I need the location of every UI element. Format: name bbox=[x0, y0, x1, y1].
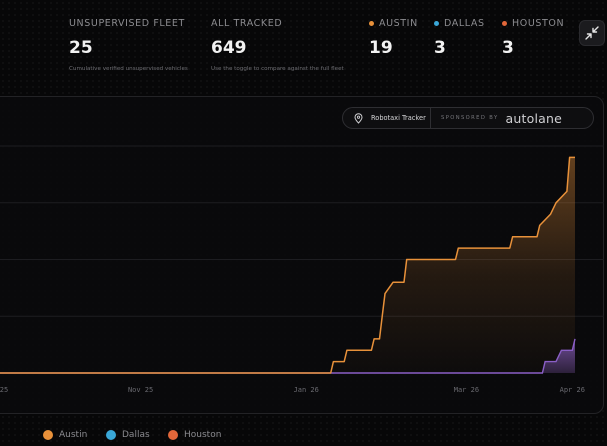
x-tick-label: 25 bbox=[0, 386, 8, 394]
austin-stat: AUSTIN 19 bbox=[369, 18, 418, 58]
austin-value: 19 bbox=[369, 38, 393, 58]
legend-austin-label: Austin bbox=[59, 430, 88, 440]
austin-line bbox=[0, 156, 575, 374]
dallas-label: DALLAS bbox=[444, 18, 485, 29]
all-tracked-caption: Use the toggle to compare against the fu… bbox=[211, 66, 344, 72]
chart-areas bbox=[0, 156, 576, 374]
austin-area bbox=[0, 157, 575, 373]
austin-dot-icon bbox=[369, 21, 374, 26]
all-tracked-label: ALL TRACKED bbox=[211, 18, 283, 29]
tracker-badge[interactable]: Robotaxi Tracker SPONSORED BY autolane bbox=[342, 107, 594, 129]
collapse-button[interactable] bbox=[579, 20, 605, 46]
houston-value: 3 bbox=[502, 38, 514, 58]
legend-item-dallas[interactable]: Dallas bbox=[106, 430, 150, 440]
dallas-value: 3 bbox=[434, 38, 446, 58]
unsupervised-fleet-caption: Cumulative verified unsupervised vehicle… bbox=[69, 66, 188, 72]
legend-dallas-label: Dallas bbox=[122, 430, 150, 440]
tracker-badge-left: Robotaxi Tracker bbox=[343, 108, 431, 128]
unsupervised-fleet-label: UNSUPERVISED FLEET bbox=[69, 18, 185, 29]
tracker-badge-title: Robotaxi Tracker bbox=[371, 114, 426, 122]
austin-label: AUSTIN bbox=[379, 18, 418, 29]
dallas-stat: DALLAS 3 bbox=[434, 18, 485, 58]
location-pin-icon bbox=[354, 112, 363, 124]
legend-houston-dot-icon bbox=[168, 430, 178, 440]
houston-label: HOUSTON bbox=[512, 18, 565, 29]
houston-dot-icon bbox=[502, 21, 507, 26]
legend-austin-dot-icon bbox=[43, 430, 53, 440]
sponsored-by-label: SPONSORED BY bbox=[441, 115, 499, 121]
x-tick-label: Apr 26 bbox=[560, 386, 585, 394]
unsupervised-fleet-stat: UNSUPERVISED FLEET 25 Cumulative verifie… bbox=[69, 18, 188, 72]
x-tick-label: Mar 26 bbox=[454, 386, 479, 394]
houston-stat: HOUSTON 3 bbox=[502, 18, 564, 58]
collapse-arrows-icon bbox=[585, 26, 599, 40]
overlay-line bbox=[0, 338, 576, 374]
sponsor-area[interactable]: SPONSORED BY autolane bbox=[431, 111, 562, 126]
dallas-dot-icon bbox=[434, 21, 439, 26]
sponsor-logo[interactable]: autolane bbox=[505, 110, 563, 126]
all-tracked-stat: ALL TRACKED 649 Use the toggle to compar… bbox=[211, 18, 344, 72]
legend-item-houston[interactable]: Houston bbox=[168, 430, 221, 440]
dallas-label-row: DALLAS bbox=[434, 18, 485, 29]
unsupervised-fleet-value: 25 bbox=[69, 38, 93, 58]
houston-label-row: HOUSTON bbox=[502, 18, 564, 29]
legend-item-austin[interactable]: Austin bbox=[43, 430, 87, 440]
austin-label-row: AUSTIN bbox=[369, 18, 418, 29]
legend-dallas-dot-icon bbox=[106, 430, 116, 440]
x-tick-label: Nov 25 bbox=[128, 386, 153, 394]
x-axis-ticks: 25 Nov 25 Jan 26 Mar 26 Apr 26 bbox=[0, 386, 585, 394]
all-tracked-value: 649 bbox=[211, 38, 247, 58]
x-tick-label: Jan 26 bbox=[294, 386, 319, 394]
legend-houston-label: Houston bbox=[184, 430, 222, 440]
